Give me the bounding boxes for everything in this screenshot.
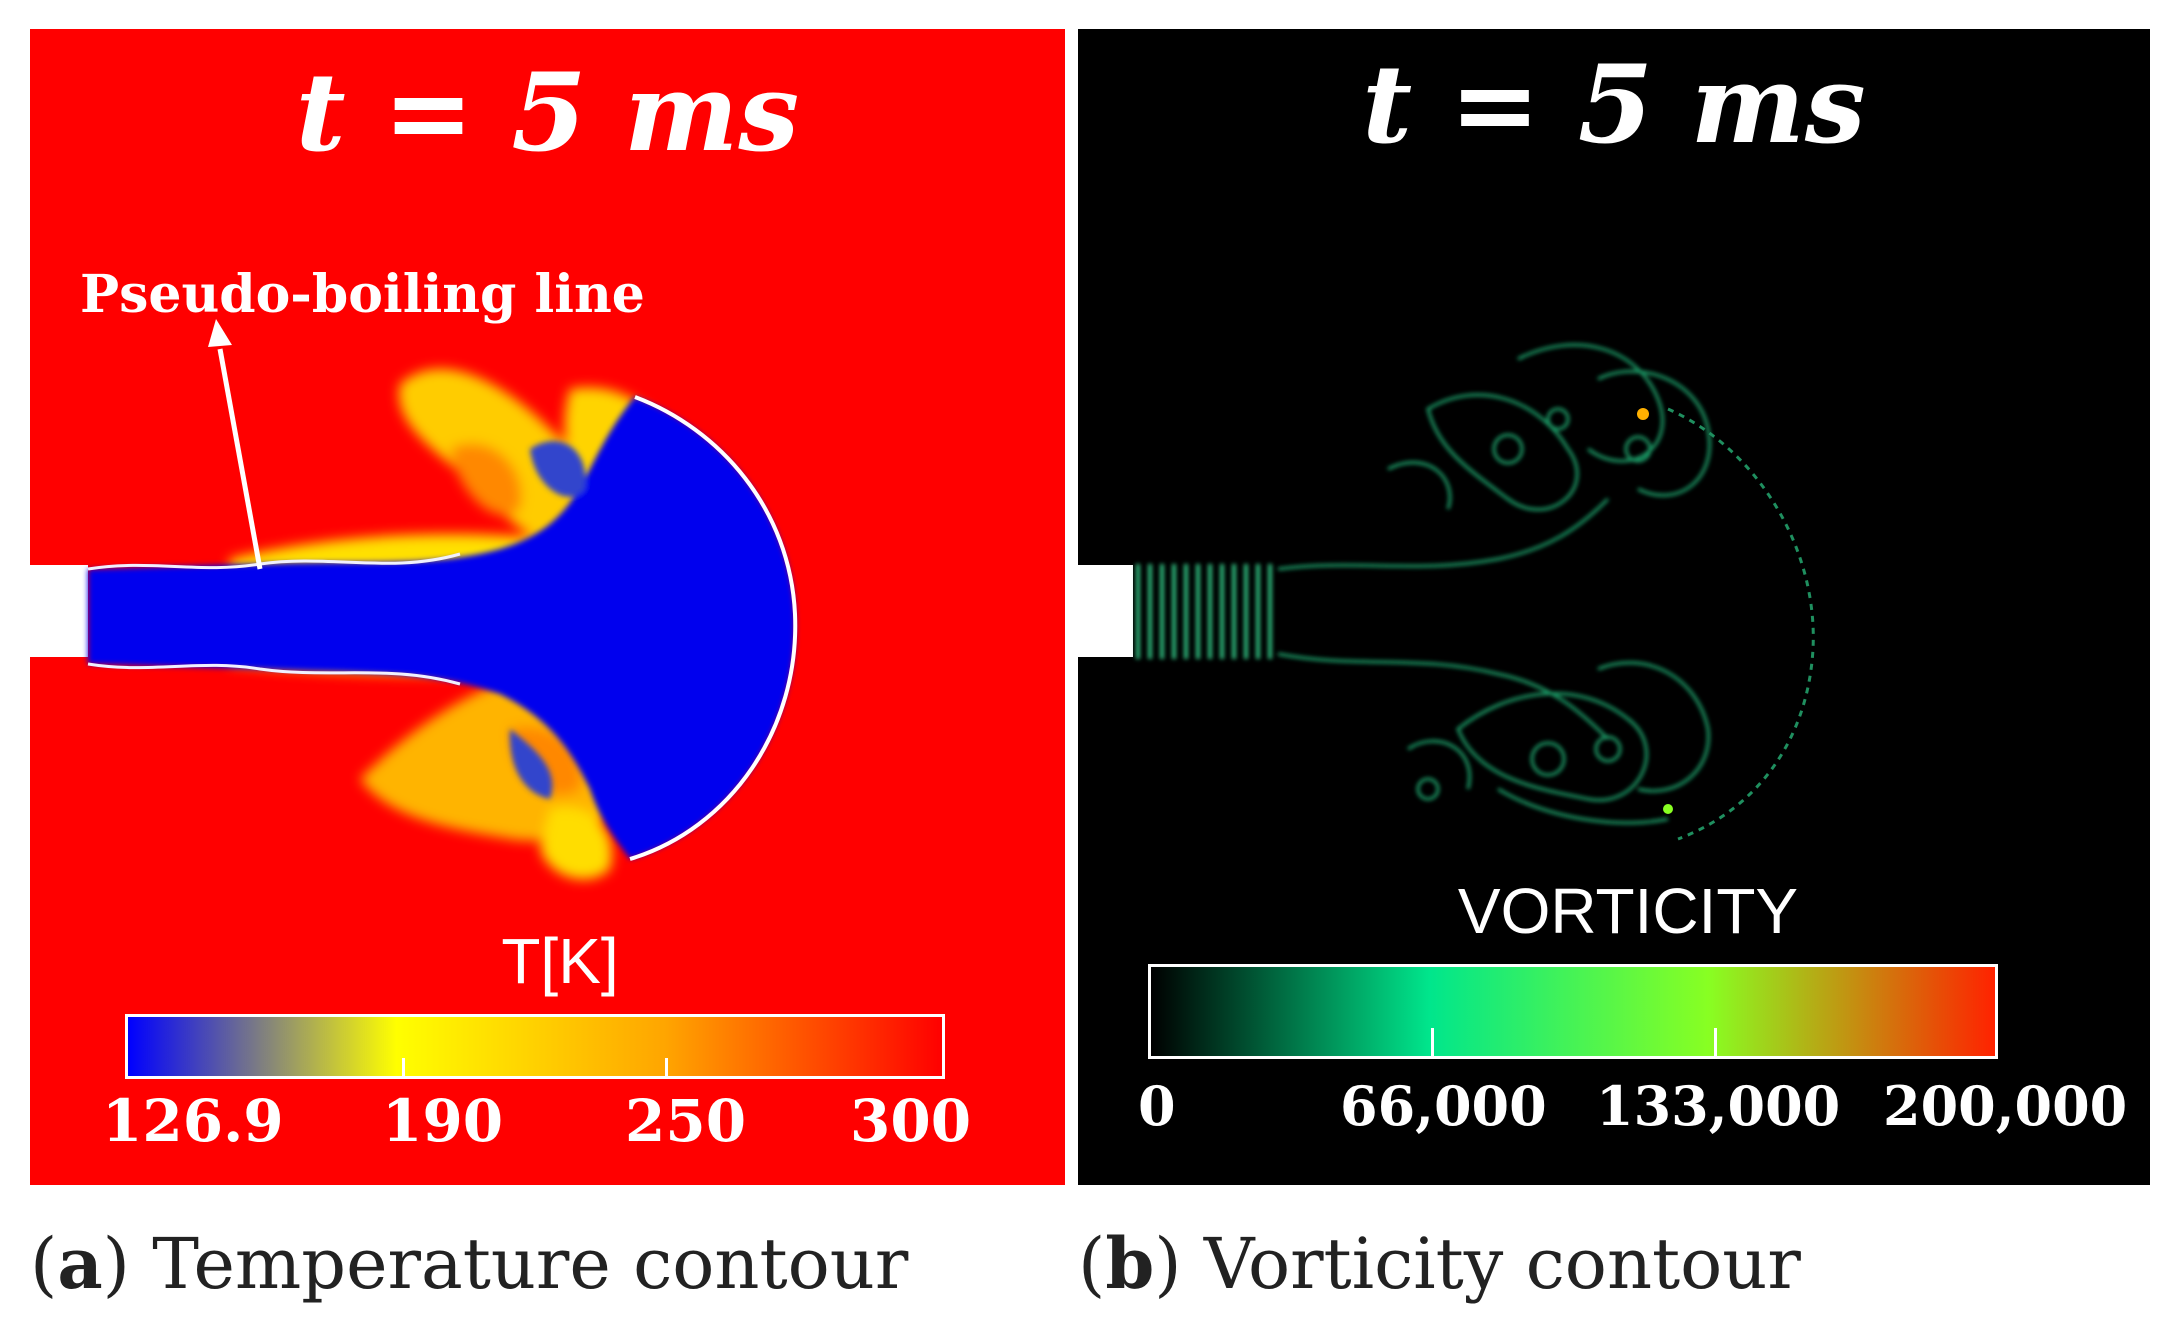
colorbar-tick: [1714, 1028, 1717, 1056]
vorticity-tick-label: 0: [1138, 1074, 1176, 1138]
temperature-tick-label: 300: [850, 1087, 972, 1155]
temperature-colorbar: [125, 1014, 945, 1079]
temperature-contour-panel: t = 5 ms Pseudo-boiling line T[K] 126.9 …: [30, 29, 1065, 1185]
vorticity-contour-panel: t = 5 ms VORTICITY 0 66,000 133,000 200,…: [1078, 29, 2150, 1185]
panel-a-time-label: t = 5 ms: [295, 50, 800, 176]
nozzle-inlet: [1078, 565, 1133, 657]
vortex-structures: [1136, 343, 1711, 825]
temperature-tick-label: 190: [382, 1087, 504, 1155]
pseudo-boiling-outline: [629, 395, 798, 861]
temperature-tick-label: 126.9: [102, 1087, 284, 1155]
annotation-arrow-line: [217, 348, 263, 570]
vorticity-colorbar-title: VORTICITY: [1457, 875, 1799, 947]
shock-front: [1667, 407, 1815, 841]
colorbar-tick: [1431, 1028, 1434, 1056]
lower-shear-outline: [87, 662, 461, 686]
vorticity-colorbar: [1148, 964, 1998, 1059]
cold-jet-core: [88, 397, 796, 859]
temperature-colorbar-title: T[K]: [501, 925, 619, 997]
caption-a: (a) Temperature contour: [30, 1222, 909, 1305]
vorticity-field: [1078, 343, 1815, 841]
caption-a-letter: a: [57, 1222, 103, 1305]
panel-b-time-label: t = 5 ms: [1362, 42, 1866, 168]
vorticity-hotspot: [1663, 804, 1673, 814]
caption-b-text: Vorticity contour: [1203, 1223, 1801, 1305]
caption-b-letter: b: [1105, 1222, 1155, 1305]
vorticity-tick-label: 133,000: [1596, 1074, 1841, 1138]
caption-a-text: Temperature contour: [152, 1223, 909, 1305]
temperature-field: [30, 319, 798, 880]
vorticity-tick-label: 200,000: [1883, 1074, 2128, 1138]
annotation-arrow-head: [208, 319, 232, 347]
colorbar-tick: [665, 1058, 668, 1076]
vorticity-tick-label: 66,000: [1340, 1074, 1547, 1138]
vorticity-hotspot: [1637, 408, 1649, 420]
caption-b: (b) Vorticity contour: [1078, 1222, 1801, 1305]
pseudo-boiling-annotation: Pseudo-boiling line: [80, 264, 645, 325]
temperature-tick-label: 250: [625, 1087, 747, 1155]
nozzle-inlet: [30, 565, 88, 657]
colorbar-tick: [402, 1058, 405, 1076]
